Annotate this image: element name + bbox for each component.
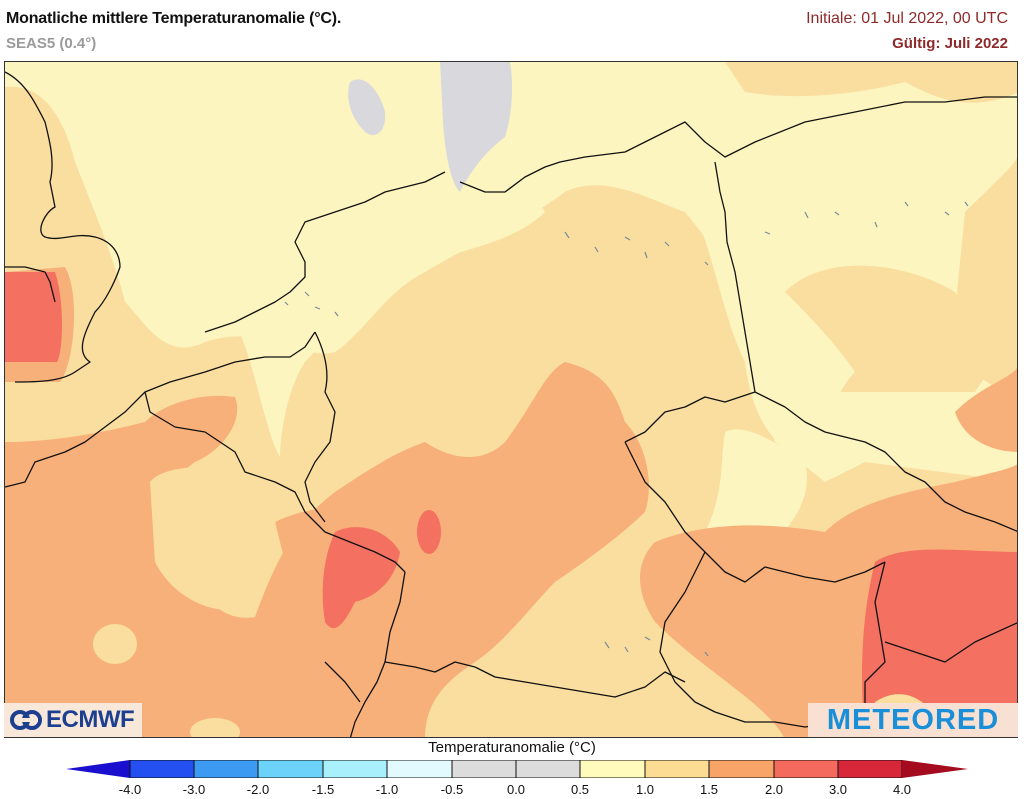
tick-label: -1.5 bbox=[311, 782, 335, 797]
tick-label: 1.0 bbox=[635, 782, 655, 797]
tick-label: 0.5 bbox=[570, 782, 590, 797]
colorbar-title: Temperaturanomalie (°C) bbox=[428, 739, 596, 756]
ecmwf-logo-text: ECMWF bbox=[46, 706, 135, 733]
tick-label: -3.0 bbox=[182, 782, 206, 797]
tick-label: -1.0 bbox=[375, 782, 399, 797]
tick-label: 4.0 bbox=[892, 782, 912, 797]
tick-label: -0.5 bbox=[440, 782, 464, 797]
meteored-logo-text: METEORED bbox=[826, 703, 1000, 736]
tick-label: -4.0 bbox=[118, 782, 142, 797]
init-time: Initiale: 01 Jul 2022, 00 UTC bbox=[806, 10, 1008, 27]
chart-title: Monatliche mittlere Temperaturanomalie (… bbox=[6, 10, 342, 27]
ecmwf-swirl-icon bbox=[10, 710, 42, 730]
tick-label: 0.0 bbox=[506, 782, 526, 797]
tick-label: -2.0 bbox=[246, 782, 270, 797]
colorbar-tick-labels: -4.0 -3.0 -2.0 -1.5 -1.0 -0.5 0.0 0.5 1.… bbox=[0, 782, 1024, 798]
tick-label: 1.5 bbox=[699, 782, 719, 797]
tick-label: 3.0 bbox=[828, 782, 848, 797]
tick-label: 2.0 bbox=[764, 782, 784, 797]
meteored-logo: METEORED bbox=[808, 703, 1018, 737]
colorbar bbox=[66, 760, 968, 778]
valid-time: Gültig: Juli 2022 bbox=[892, 35, 1008, 52]
model-label: SEAS5 (0.4°) bbox=[6, 35, 97, 52]
ecmwf-logo: ECMWF bbox=[4, 703, 142, 737]
anomaly-map bbox=[4, 61, 1018, 738]
